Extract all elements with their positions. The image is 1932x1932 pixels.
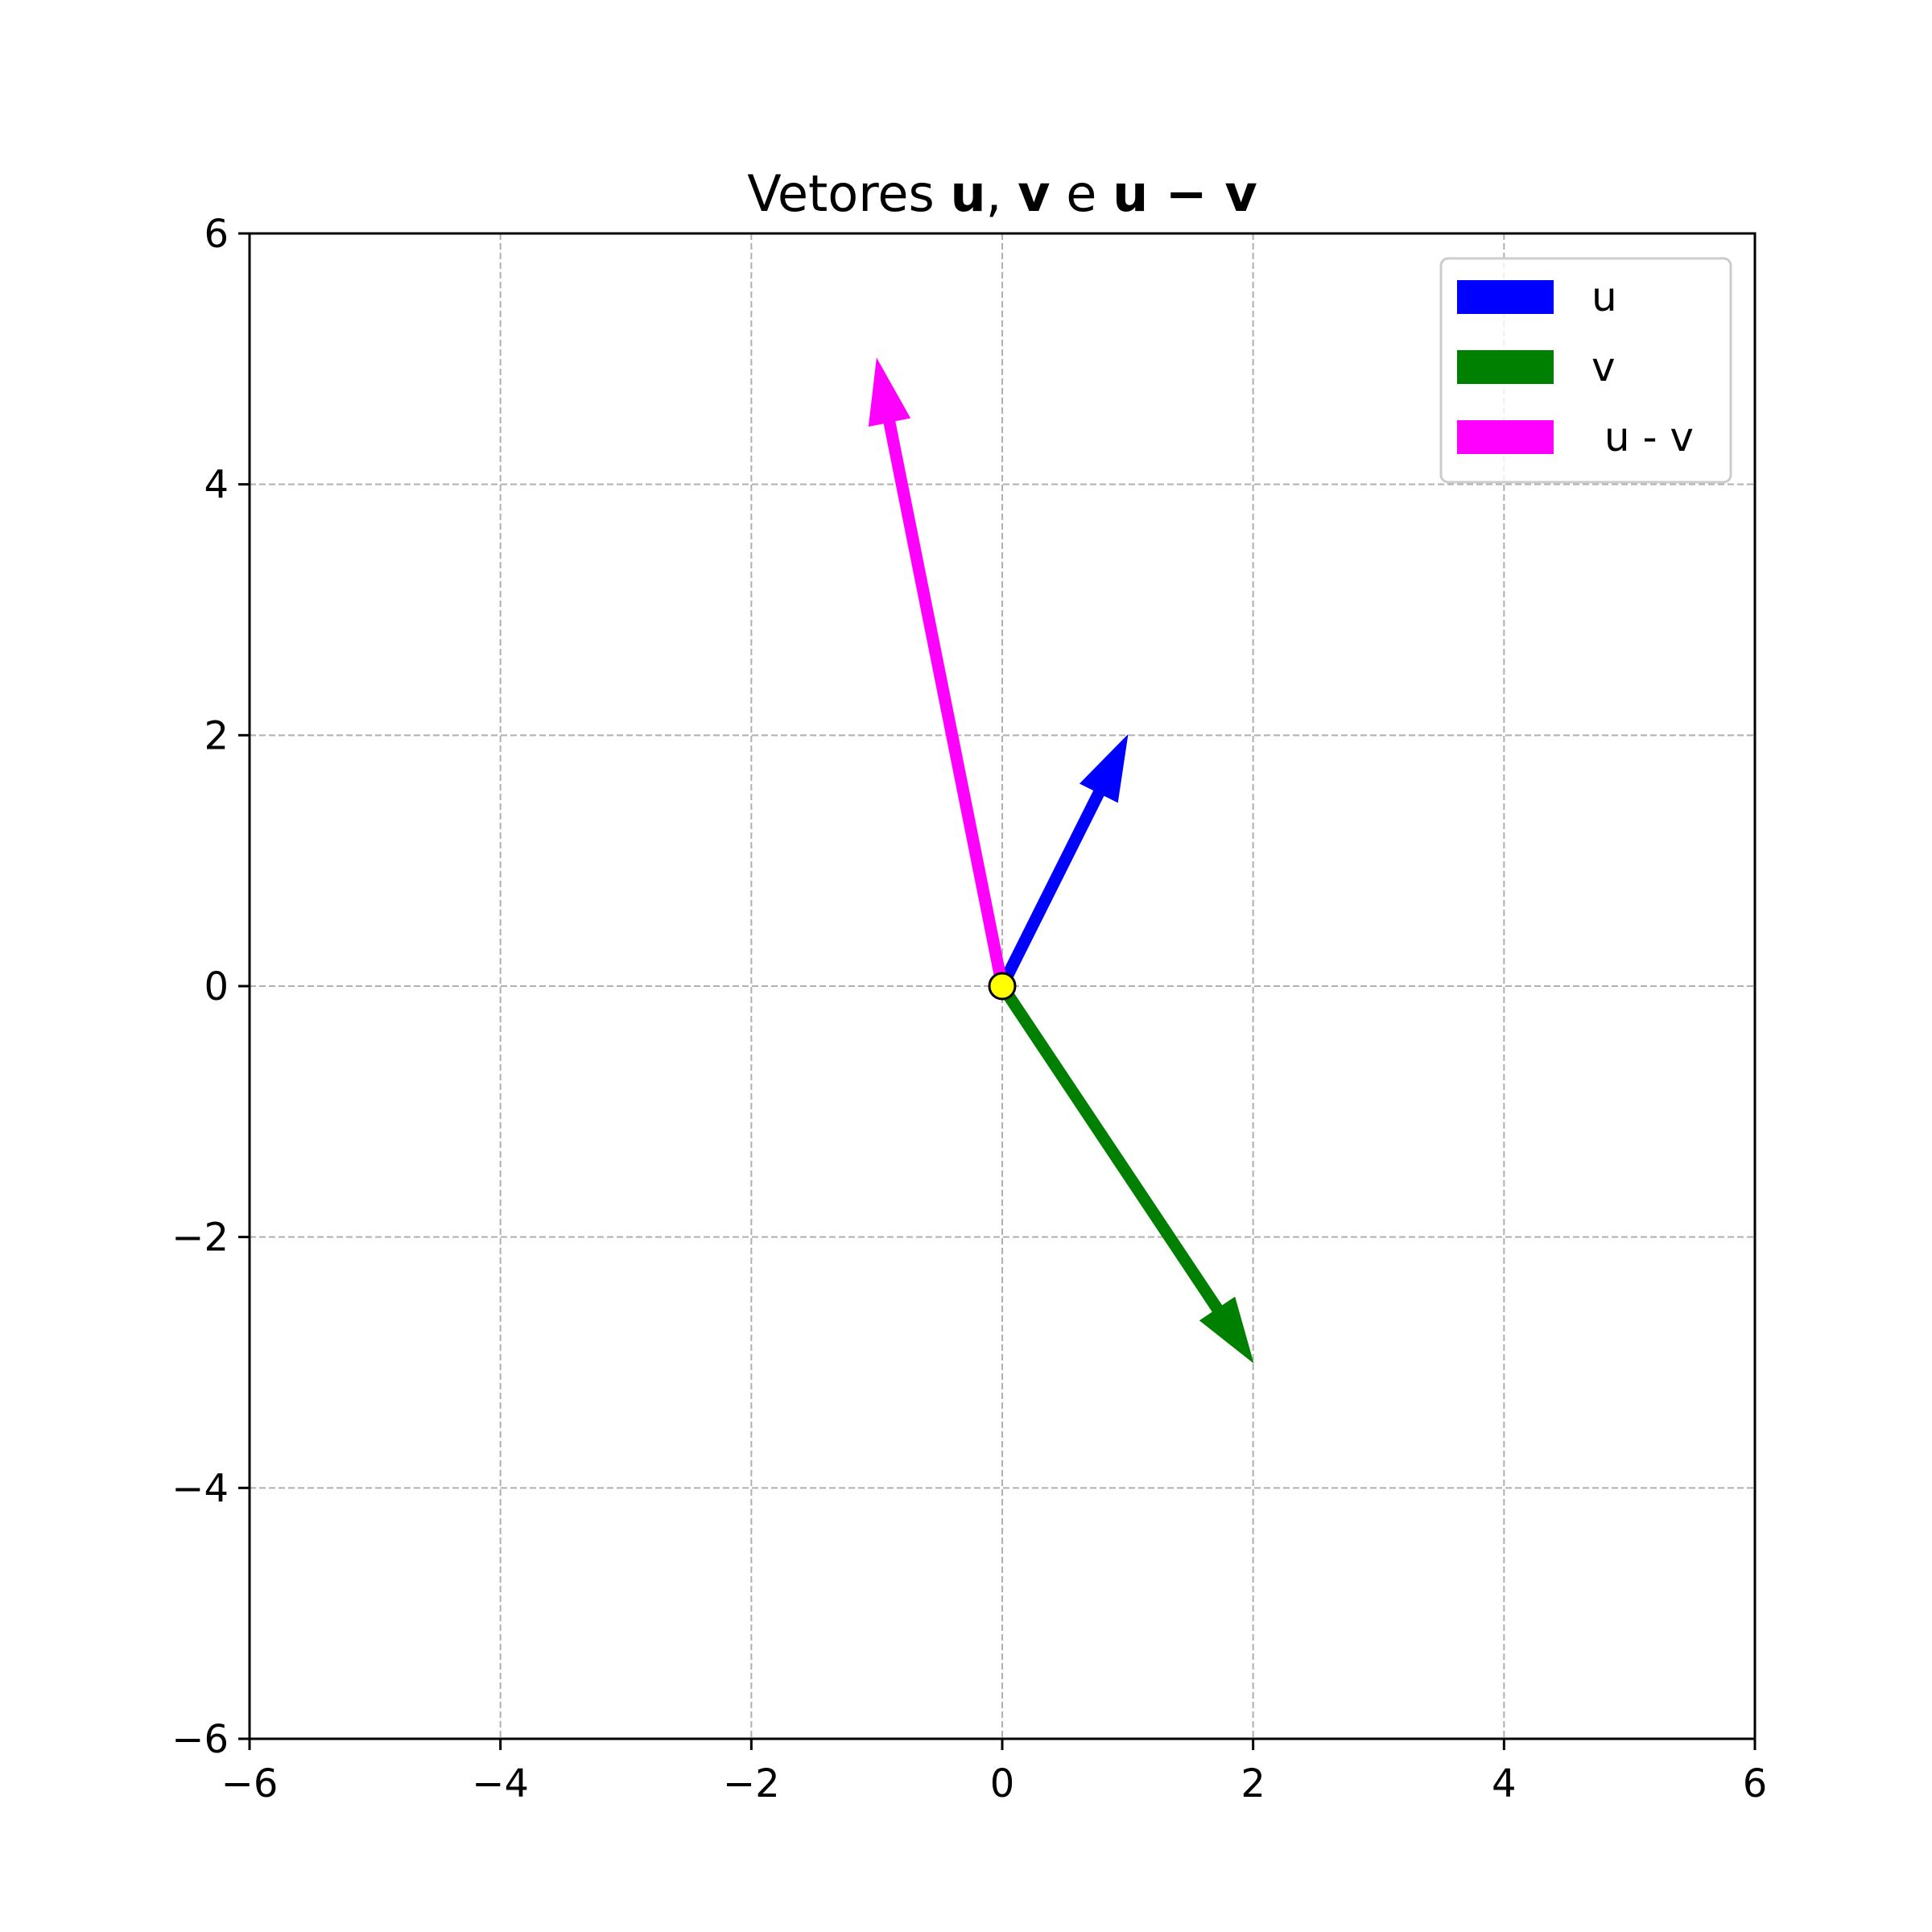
y-tick-label: 4 [204, 463, 229, 508]
legend-label-u: u [1591, 274, 1617, 320]
y-tick-label: 0 [204, 964, 229, 1009]
legend: u v u - v [1439, 257, 1732, 484]
title-sep-2: e [1051, 164, 1113, 223]
y-tick-label: −2 [171, 1216, 229, 1261]
legend-swatch-v [1457, 350, 1554, 384]
title-diff: u − v [1113, 164, 1257, 223]
origin-point [988, 972, 1017, 1001]
x-tick-label: −4 [472, 1761, 529, 1806]
legend-swatch-u [1457, 280, 1554, 314]
x-tick-label: 0 [990, 1761, 1015, 1806]
legend-label-u-minus-v: u - v [1591, 414, 1694, 460]
y-tick-label: 6 [204, 212, 229, 257]
vector-v [997, 982, 1254, 1364]
vector-u-minus-v [868, 357, 1009, 988]
y-tick-label: −6 [171, 1717, 229, 1762]
x-tick-label: −2 [723, 1761, 780, 1806]
x-tick-label: 2 [1241, 1761, 1265, 1806]
axis-ticks: −6 −4 −2 0 2 4 6 −6 −4 −2 0 2 4 6 [171, 212, 1767, 1806]
vector-u [997, 733, 1129, 989]
title-sep-1: , [986, 164, 1018, 223]
title-prefix: Vetores [747, 164, 950, 223]
title-u: u [951, 164, 986, 223]
y-tick-label: −4 [171, 1466, 229, 1511]
title-v: v [1018, 164, 1050, 223]
x-tick-label: −6 [221, 1761, 279, 1806]
vectors [868, 357, 1254, 1364]
chart-title: Vetores u, v e u − v [747, 164, 1257, 223]
x-tick-label: 6 [1743, 1761, 1768, 1806]
x-tick-label: 4 [1492, 1761, 1517, 1806]
y-tick-label: 2 [204, 713, 229, 758]
origin [988, 972, 1017, 1001]
legend-label-v: v [1591, 344, 1616, 390]
legend-swatch-u-minus-v [1457, 420, 1554, 454]
